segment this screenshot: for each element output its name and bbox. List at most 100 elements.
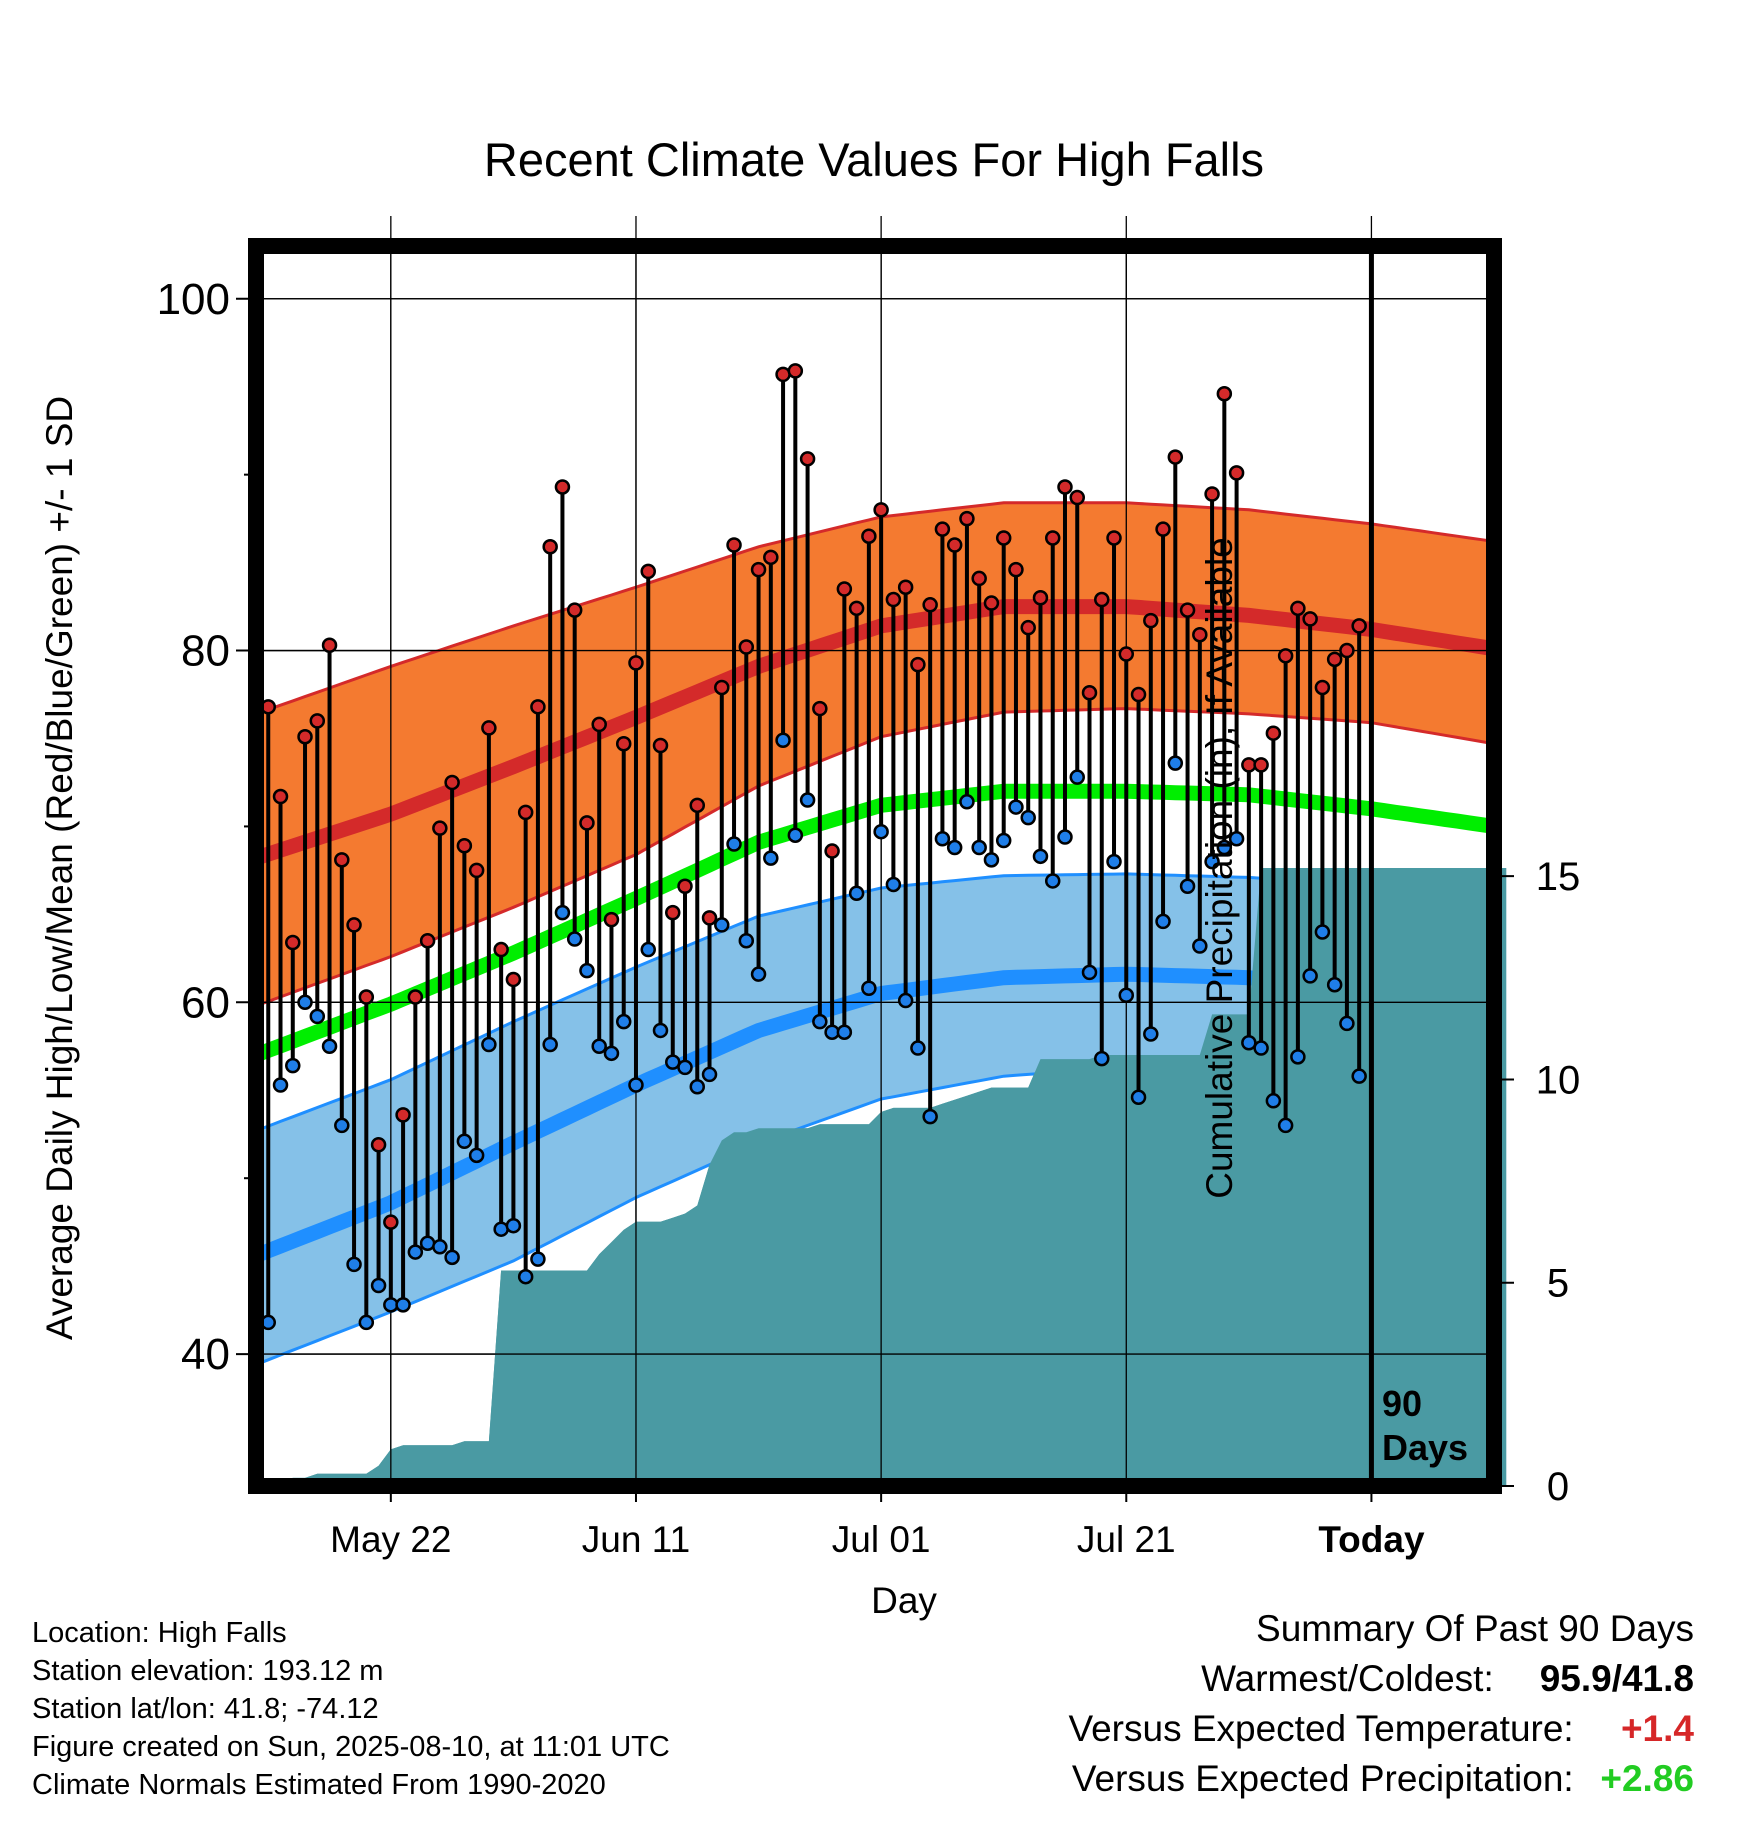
info-elevation: Station elevation: 193.12 m	[32, 1655, 384, 1687]
daily-low-point	[346, 1256, 362, 1273]
summary-warmest-value: 95.9/41.8	[1539, 1658, 1694, 1699]
x-tick-label: Jun 11	[582, 1519, 690, 1560]
daily-high-point	[689, 797, 706, 814]
daily-low-point	[787, 827, 804, 843]
daily-high-point	[1204, 486, 1220, 502]
y-right-tick-label: 10	[1536, 1058, 1581, 1102]
daily-low-point	[1290, 1049, 1306, 1065]
daily-low-point	[272, 1077, 289, 1093]
high-normal-band	[256, 502, 1494, 1006]
daily-high-point	[885, 591, 902, 608]
daily-high-point	[1265, 725, 1282, 741]
daily-low-point	[1326, 976, 1343, 993]
daily-high-point	[799, 451, 816, 467]
daily-low-point	[1228, 830, 1245, 847]
daily-high-point	[1302, 611, 1318, 627]
summary-warmest-label: Warmest/Coldest:	[1201, 1658, 1494, 1699]
daily-high-point	[714, 679, 730, 696]
daily-high-point	[579, 815, 595, 831]
daily-high-point	[726, 537, 742, 553]
daily-low-point	[1094, 1050, 1110, 1067]
daily-low-point	[517, 1268, 534, 1285]
daily-high-point	[554, 479, 571, 495]
daily-low-point	[1032, 848, 1049, 865]
precip-area-front	[268, 868, 1507, 1486]
daily-high-point	[407, 989, 424, 1005]
daily-low-point	[1204, 853, 1220, 870]
daily-high-point	[1314, 679, 1331, 696]
daily-high-point	[775, 366, 791, 383]
daily-high-point	[628, 655, 644, 671]
daily-low-point	[726, 836, 742, 852]
summary-warmest-row: Warmest/Coldest: 95.9/41.8	[1201, 1658, 1694, 1700]
info-latlon: Station lat/lon: 41.8; -74.12	[32, 1693, 379, 1725]
daily-low-point	[493, 1221, 509, 1237]
daily-high-point	[1351, 618, 1367, 634]
daily-low-point	[530, 1251, 546, 1267]
daily-low-point	[1351, 1068, 1367, 1084]
daily-high-point	[1020, 619, 1036, 636]
daily-high-point	[615, 736, 632, 752]
daily-high-point	[383, 1214, 399, 1230]
daily-high-point	[652, 737, 669, 754]
daily-high-point	[566, 602, 583, 618]
daily-high-point	[321, 637, 338, 654]
daily-high-point	[897, 579, 914, 595]
x-tick-label: May 22	[330, 1519, 451, 1560]
summary-temp-value: +1.4	[1620, 1708, 1694, 1749]
daily-low-point	[395, 1297, 411, 1313]
daily-high-point	[530, 699, 546, 715]
y-axis-right-label: Cumulative Precipitation (in), If Availa…	[1199, 537, 1240, 1199]
daily-high-point	[1118, 646, 1135, 662]
daily-low-point	[1192, 938, 1208, 954]
daily-high-point	[1290, 600, 1306, 617]
daily-high-point	[738, 639, 755, 655]
daily-high-point	[1081, 685, 1098, 701]
daily-low-point	[812, 1013, 828, 1030]
daily-high-point	[1069, 489, 1085, 506]
daily-low-point	[542, 1036, 558, 1053]
y-left-tick-label: 100	[157, 275, 230, 324]
daily-high-point	[334, 852, 350, 868]
summary-temp-row: Versus Expected Temperature: +1.4	[1068, 1708, 1694, 1750]
y-axis-left-label: Average Daily High/Low/Mean (Red/Blue/Gr…	[39, 395, 80, 1341]
daily-high-point	[1155, 521, 1171, 537]
daily-high-point	[1277, 648, 1294, 664]
daily-high-point	[787, 363, 804, 379]
daily-high-point	[971, 570, 987, 587]
daily-low-point	[468, 1147, 485, 1164]
daily-high-point	[493, 941, 509, 958]
daily-low-point	[665, 1054, 681, 1070]
daily-high-point	[1253, 757, 1269, 773]
info-location: Location: High Falls	[32, 1617, 287, 1649]
daily-low-point	[432, 1239, 448, 1255]
daily-low-point	[285, 1057, 301, 1074]
daily-high-point	[922, 597, 938, 613]
daily-high-point	[959, 510, 975, 527]
daily-low-point	[799, 792, 816, 808]
daily-low-point	[1241, 1035, 1257, 1051]
y-left-tick-label: 80	[181, 627, 230, 676]
low-normal-band	[256, 873, 1494, 1365]
daily-low-point	[934, 830, 951, 847]
daily-high-point	[468, 862, 485, 879]
daily-low-point	[763, 850, 779, 866]
daily-low-point	[1143, 1026, 1159, 1042]
mean-normal-line	[253, 783, 1496, 1063]
daily-low-point	[1057, 829, 1073, 845]
daily-high-point	[1094, 591, 1110, 608]
daily-low-point	[456, 1133, 473, 1150]
today-days-label: 90 Days	[1382, 1382, 1468, 1470]
daily-high-point	[285, 934, 301, 951]
daily-high-point	[946, 537, 963, 553]
daily-high-point	[848, 600, 865, 617]
daily-low-point	[971, 839, 987, 856]
daily-high-point	[910, 656, 926, 673]
daily-low-point	[1277, 1117, 1294, 1134]
daily-high-point	[763, 549, 779, 566]
daily-low-point	[897, 992, 914, 1009]
x-tick-label: Jul 21	[1077, 1519, 1176, 1560]
daily-high-point	[995, 530, 1012, 546]
daily-low-point	[689, 1078, 706, 1095]
